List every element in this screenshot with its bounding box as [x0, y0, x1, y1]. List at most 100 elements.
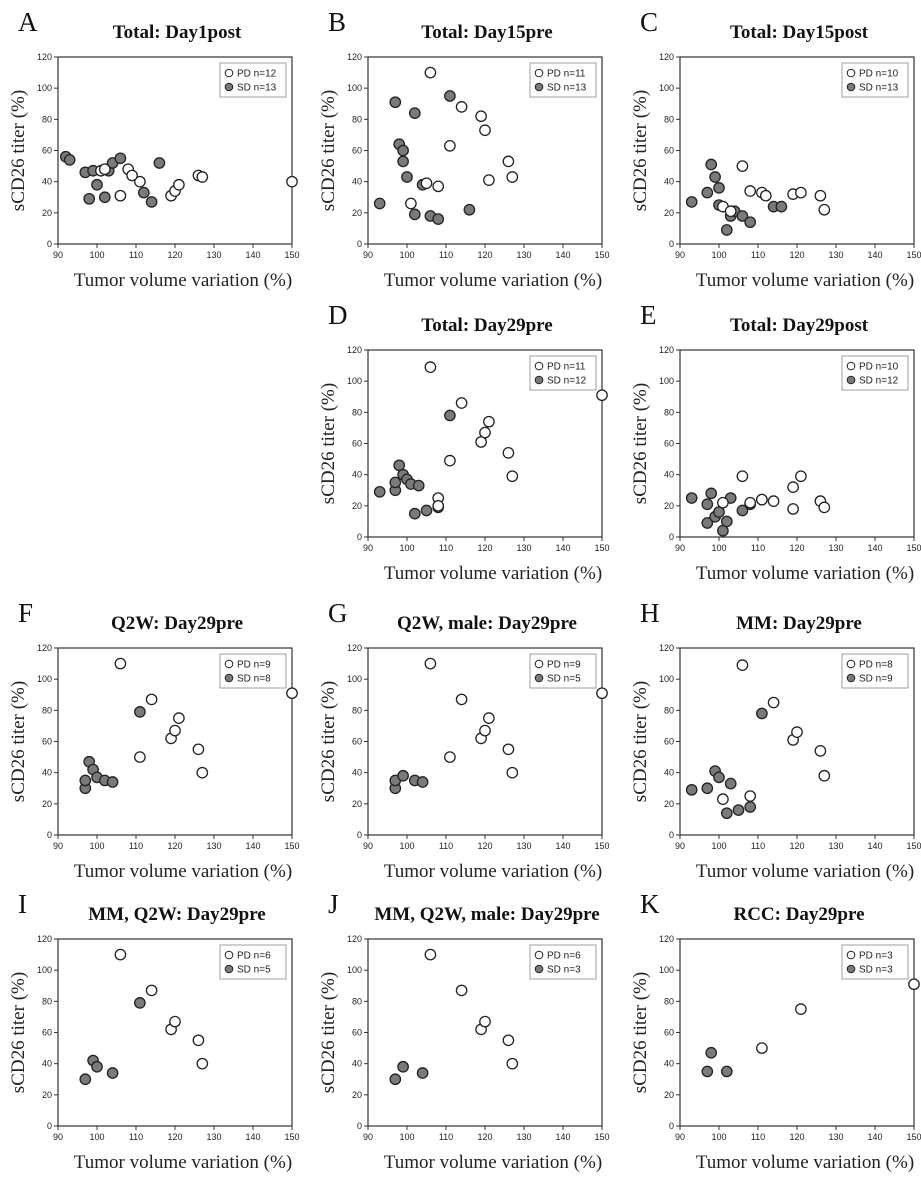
pd-point — [192, 743, 205, 756]
pd-point — [795, 186, 807, 199]
y-tick-label: 40 — [42, 177, 52, 187]
legend-box — [219, 653, 287, 689]
x-tick-label: 100 — [399, 841, 414, 851]
x-tick-label: 100 — [711, 1132, 726, 1142]
x-tick-label: 110 — [751, 841, 765, 851]
sd-point — [401, 171, 413, 183]
x-tick-label: 140 — [867, 543, 882, 553]
y-tick-label: 20 — [352, 1090, 362, 1100]
pd-point — [756, 493, 768, 506]
pd-point — [196, 1057, 209, 1070]
pd-point — [483, 712, 495, 724]
y-tick-label: 40 — [664, 177, 674, 187]
legend-sd-marker — [846, 673, 856, 683]
y-axis-label: sCD26 titer (%) — [630, 90, 651, 211]
legend-pd-marker — [534, 361, 544, 371]
panel-J: J MM, Q2W, male: Day29pre 0 20 40 60 80 100 120 9… — [318, 889, 610, 1173]
panel-F: F Q2W: Day29pre 0 20 40 60 80 100 120 90 100 110 120… — [8, 598, 300, 882]
sd-point — [397, 144, 409, 157]
legend-box — [841, 653, 909, 689]
y-tick-label: 80 — [42, 996, 52, 1006]
y-tick-label: 120 — [659, 643, 674, 653]
y-axis-label: sCD26 titer (%) — [630, 972, 651, 1093]
legend-box — [529, 355, 597, 391]
y-tick-label: 0 — [669, 532, 674, 542]
legend-box — [841, 944, 909, 980]
x-tick-label: 120 — [477, 1132, 492, 1142]
panel-letter: H — [640, 598, 660, 628]
legend-label: SD n=12 — [859, 376, 899, 387]
y-tick-label: 20 — [352, 501, 362, 511]
pd-point — [286, 175, 298, 188]
legend-sd-marker — [534, 673, 544, 683]
x-tick-label: 100 — [711, 250, 726, 260]
pd-point — [98, 163, 111, 176]
legend-pd-marker — [534, 68, 544, 78]
sd-point — [736, 210, 749, 222]
pd-point — [736, 659, 749, 671]
x-tick-label: 140 — [245, 1132, 260, 1142]
x-tick-label: 100 — [711, 543, 726, 553]
x-tick-label: 90 — [363, 841, 373, 851]
x-tick-label: 120 — [789, 1132, 804, 1142]
panel-title: MM, Q2W: Day29pre — [88, 904, 266, 925]
sd-point — [408, 208, 421, 221]
panel-A: A Total: Day1post 0 20 40 60 80 100 120 90 100 110 1… — [8, 7, 300, 291]
legend-label: PD n=10 — [859, 362, 899, 373]
y-tick-label: 100 — [37, 965, 52, 975]
legend-sd-marker — [846, 964, 856, 974]
y-tick-label: 120 — [659, 345, 674, 355]
pd-point — [114, 948, 127, 961]
panel-I: I MM, Q2W: Day29pre 0 20 40 60 80 100 120 90 100 11… — [8, 889, 300, 1173]
y-tick-label: 0 — [47, 239, 52, 249]
sd-point — [389, 1073, 402, 1086]
y-tick-label: 0 — [669, 239, 674, 249]
pd-point — [479, 426, 491, 439]
sd-point — [137, 186, 150, 199]
pd-point — [455, 984, 468, 997]
sd-point — [732, 804, 745, 816]
pd-point — [420, 177, 433, 190]
sd-point — [756, 707, 768, 720]
sd-point — [744, 801, 757, 813]
pd-point — [818, 769, 831, 782]
pd-point — [196, 766, 209, 779]
sd-point — [134, 997, 146, 1009]
pd-point — [455, 397, 468, 409]
y-tick-label: 80 — [352, 996, 362, 1006]
legend-box — [529, 653, 597, 689]
y-tick-label: 60 — [352, 1028, 362, 1038]
sd-point — [106, 1067, 119, 1079]
sd-point — [91, 1060, 103, 1073]
y-tick-label: 120 — [347, 643, 362, 653]
legend-pd-marker — [534, 950, 544, 960]
y-tick-label: 100 — [659, 965, 674, 975]
legend-label: SD n=9 — [859, 674, 893, 685]
pd-point — [475, 110, 487, 123]
pd-point — [479, 724, 491, 737]
y-tick-label: 80 — [352, 114, 362, 124]
x-tick-label: 120 — [167, 250, 182, 260]
pd-point — [717, 793, 729, 806]
sd-point — [412, 479, 425, 492]
legend-box — [841, 355, 909, 391]
x-tick-label: 90 — [675, 250, 685, 260]
pd-point — [818, 203, 831, 216]
x-tick-label: 140 — [555, 1132, 570, 1142]
legend-label: SD n=5 — [547, 674, 581, 685]
x-tick-label: 90 — [675, 543, 685, 553]
x-tick-label: 110 — [751, 543, 765, 553]
pd-point — [908, 978, 920, 991]
pd-point — [483, 174, 495, 186]
y-tick-label: 60 — [664, 146, 674, 156]
y-tick-label: 40 — [352, 470, 362, 480]
panel-title: Total: Day29post — [730, 315, 869, 336]
x-tick-label: 90 — [53, 1132, 63, 1142]
sd-point — [416, 776, 429, 788]
sd-point — [463, 203, 476, 216]
y-tick-label: 0 — [357, 830, 362, 840]
y-tick-label: 0 — [357, 532, 362, 542]
y-tick-label: 0 — [47, 1121, 52, 1131]
pd-point — [169, 1015, 181, 1028]
y-tick-label: 100 — [659, 83, 674, 93]
